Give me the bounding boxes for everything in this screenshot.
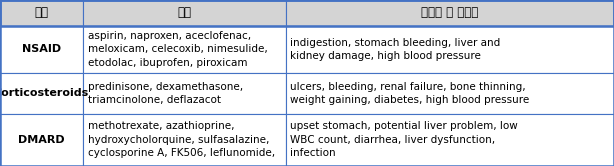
Text: upset stomach, potential liver problem, low
WBC count, diarrhea, liver dysfuncti: upset stomach, potential liver problem, … bbox=[290, 121, 518, 159]
Text: 분류: 분류 bbox=[34, 6, 49, 19]
Bar bbox=[286, 0, 614, 26]
Bar bbox=[0, 0, 614, 26]
Bar bbox=[0, 0, 83, 26]
Bar bbox=[83, 0, 286, 26]
Bar bbox=[0, 114, 83, 166]
Text: indigestion, stomach bleeding, liver and
kidney damage, high blood pressure: indigestion, stomach bleeding, liver and… bbox=[290, 38, 500, 61]
Bar bbox=[83, 26, 286, 73]
Text: predinisone, dexamethasone,
triamcinolone, deflazacot: predinisone, dexamethasone, triamcinolon… bbox=[88, 82, 243, 105]
Text: ulcers, bleeding, renal failure, bone thinning,
weight gaining, diabetes, high b: ulcers, bleeding, renal failure, bone th… bbox=[290, 82, 530, 105]
Text: methotrexate, azathioprine,
hydroxycholorquine, sulfasalazine,
cyclosporine A, F: methotrexate, azathioprine, hydroxycholo… bbox=[88, 121, 275, 159]
Text: DMARD: DMARD bbox=[18, 135, 64, 145]
Bar bbox=[0, 73, 83, 114]
Bar bbox=[0, 26, 83, 73]
Bar bbox=[83, 114, 286, 166]
Text: 종류: 종류 bbox=[177, 6, 191, 19]
Bar bbox=[286, 114, 614, 166]
Text: Corticosteroids: Corticosteroids bbox=[0, 88, 89, 98]
Bar bbox=[286, 73, 614, 114]
Bar bbox=[83, 73, 286, 114]
Text: 부작용 및 문제점: 부작용 및 문제점 bbox=[421, 6, 478, 19]
Text: aspirin, naproxen, aceclofenac,
meloxicam, celecoxib, nimesulide,
etodolac, ibup: aspirin, naproxen, aceclofenac, meloxica… bbox=[88, 31, 268, 68]
Text: NSAID: NSAID bbox=[22, 44, 61, 54]
Bar bbox=[286, 26, 614, 73]
